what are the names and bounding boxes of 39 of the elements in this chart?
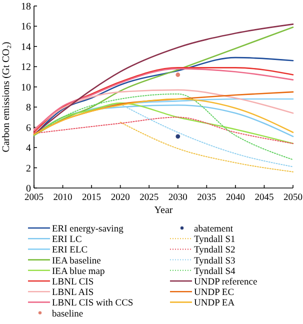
x-tick-label: 2025 — [140, 193, 159, 203]
x-tick-label: 2045 — [254, 193, 274, 203]
legend-label: ERI LC — [52, 235, 82, 246]
y-tick-label: 16 — [21, 22, 31, 33]
legend-label: ERI ELC — [52, 246, 88, 256]
legend-label: IEA blue map — [52, 266, 106, 277]
legend-label: Tyndall S3 — [194, 256, 236, 266]
x-tick-label: 2015 — [82, 193, 102, 203]
x-axis-title: Year — [154, 205, 174, 216]
y-tick-label: 14 — [21, 42, 31, 53]
y-tick-label: 2 — [26, 163, 31, 174]
y-tick-label: 18 — [21, 2, 31, 12]
legend-label: Tyndall S4 — [194, 266, 236, 277]
legend-label: baseline — [52, 309, 84, 320]
y-tick-label: 12 — [21, 62, 31, 74]
legend-label: LBNL CIS — [52, 278, 94, 288]
x-tick-label: 2005 — [24, 193, 44, 203]
legend-label: IEA baseline — [52, 256, 101, 266]
y-axis-title: Carbon emissions (Gt CO₂) — [1, 42, 12, 152]
x-tick-label: 2010 — [53, 193, 73, 203]
x-tick-label: 2020 — [110, 193, 130, 203]
legend-label: Tyndall S2 — [194, 246, 236, 256]
x-tick-label: 2035 — [197, 193, 216, 203]
legend-label: UNDP EC — [194, 288, 234, 298]
legend-label: abatement — [194, 224, 234, 234]
x-tick-label: 2050 — [284, 193, 303, 203]
legend-label: LBNL CIS with CCS — [52, 298, 134, 309]
legend-label: Tyndall S1 — [194, 235, 236, 246]
x-tick-label: 2040 — [226, 193, 246, 203]
y-tick-label: 6 — [26, 122, 31, 134]
y-tick-label: 0 — [26, 184, 31, 194]
x-tick-label: 2030 — [168, 193, 188, 203]
y-tick-label: 10 — [21, 82, 31, 94]
y-tick-label: 4 — [26, 143, 31, 154]
legend-label: LBNL AIS — [52, 288, 94, 298]
legend-label: ERI energy-saving — [52, 224, 124, 234]
legend-label: UNDP EA — [194, 298, 235, 309]
legend-label: UNDP reference — [194, 278, 258, 288]
y-tick-label: 8 — [26, 102, 31, 114]
